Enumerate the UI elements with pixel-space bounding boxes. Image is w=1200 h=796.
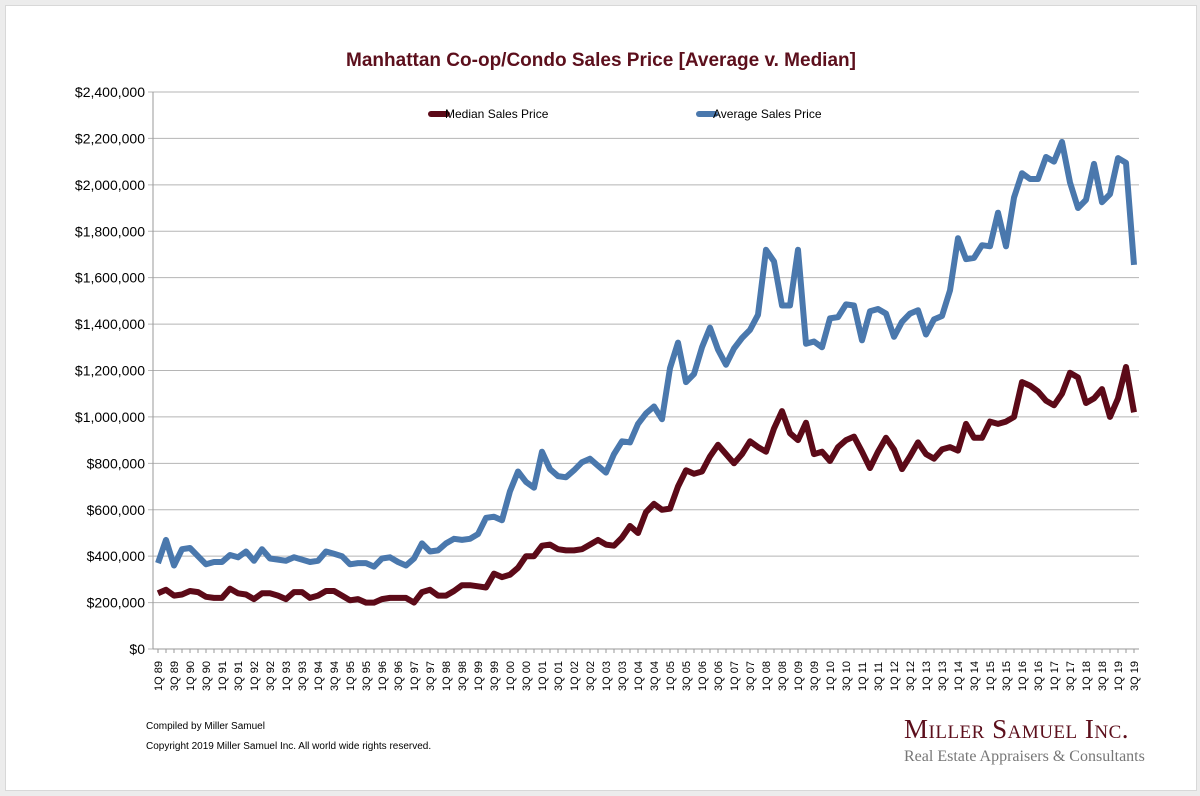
x-tick-label: 3Q 17 [1065, 661, 1077, 691]
x-tick-label: 1Q 09 [793, 661, 805, 691]
x-tick-label: 3Q 10 [841, 661, 853, 691]
x-tick-label: 3Q 09 [809, 661, 821, 691]
company-logo-tagline: Real Estate Appraisers & Consultants [904, 748, 1145, 766]
y-tick-label: $1,000,000 [75, 409, 145, 425]
x-tick-label: 1Q 10 [825, 661, 837, 691]
x-tick-label: 1Q 03 [601, 661, 613, 691]
x-tick-label: 3Q 91 [233, 661, 245, 691]
x-tick-label: 3Q 13 [937, 661, 949, 691]
x-tick-label: 1Q 15 [985, 661, 997, 691]
x-tick-label: 1Q 99 [473, 661, 485, 691]
x-tick-label: 3Q 00 [521, 661, 533, 691]
y-tick-label: $800,000 [87, 455, 146, 471]
x-tick-label: 1Q 90 [185, 661, 197, 691]
line-chart: $0 $200,000 $400,000 $600,000 $800,000 $1,000… [6, 6, 1196, 790]
y-tick-label: $1,400,000 [75, 316, 145, 332]
x-tick-label: 3Q 04 [649, 661, 661, 691]
x-tick-label: 1Q 91 [217, 661, 229, 691]
x-tick-label: 1Q 93 [281, 661, 293, 691]
x-tick-label: 3Q 15 [1001, 661, 1013, 691]
x-tick-label: 1Q 11 [857, 662, 869, 691]
x-tick-label: 3Q 05 [681, 661, 693, 691]
x-tick-label: 1Q 04 [633, 661, 645, 691]
legend-label: Average Sales Price [713, 107, 822, 121]
x-tick-label: 1Q 94 [313, 661, 325, 691]
y-tick-label: $0 [129, 641, 145, 657]
copyright-note: Copyright 2019 Miller Samuel Inc. All wo… [146, 741, 431, 752]
x-tick-label: 3Q 08 [777, 661, 789, 691]
chart-frame: Manhattan Co-op/Condo Sales Price [Avera… [5, 5, 1197, 791]
series-line-average [158, 142, 1134, 567]
x-tick-label: 1Q 19 [1113, 661, 1125, 691]
x-tick-label: 1Q 92 [249, 661, 261, 691]
x-tick-label: 3Q 89 [169, 661, 181, 691]
x-tick-label: 3Q 07 [745, 661, 757, 691]
x-tick-label: 1Q 01 [537, 661, 549, 691]
x-tick-label: 3Q 96 [393, 661, 405, 691]
x-tick-label: 3Q 18 [1097, 661, 1109, 691]
x-tick-label: 1Q 08 [761, 661, 773, 691]
y-tick-label: $600,000 [87, 502, 146, 518]
x-tick-label: 3Q 90 [201, 661, 213, 691]
x-tick-label: 1Q 12 [889, 661, 901, 691]
x-tick-label: 1Q 95 [345, 661, 357, 691]
x-tick-label: 1Q 18 [1081, 661, 1093, 691]
x-tick-label: 1Q 07 [729, 661, 741, 691]
x-tick-label: 1Q 16 [1017, 661, 1029, 691]
y-tick-label: $1,800,000 [75, 223, 145, 239]
y-tick-label: $200,000 [87, 595, 146, 611]
compiled-by-note: Compiled by Miller Samuel [146, 721, 265, 732]
x-tick-label: 3Q 94 [329, 661, 341, 691]
y-tick-label: $2,000,000 [75, 177, 145, 193]
x-tick-label: 3Q 02 [585, 661, 597, 691]
x-tick-label: 1Q 13 [921, 661, 933, 691]
x-tick-label: 3Q 16 [1033, 661, 1045, 691]
x-tick-label: 3Q 01 [553, 661, 565, 691]
x-tick-label: 1Q 96 [377, 661, 389, 691]
legend-label: Median Sales Price [445, 107, 549, 121]
x-tick-label: 3Q 14 [969, 661, 981, 691]
y-tick-label: $2,400,000 [75, 84, 145, 100]
x-tick-label: 3Q 92 [265, 661, 277, 691]
y-tick-label: $1,200,000 [75, 363, 145, 379]
x-tick-label: 3Q 06 [713, 661, 725, 691]
y-tick-label: $1,600,000 [75, 270, 145, 286]
x-tick-label: 1Q 98 [441, 661, 453, 691]
x-tick-label: 1Q 89 [153, 661, 165, 691]
x-tick-label: 3Q 98 [457, 661, 469, 691]
x-tick-label: 3Q 11 [873, 662, 885, 691]
company-logo-name: Miller Samuel Inc. [904, 714, 1129, 745]
x-tick-label: 1Q 06 [697, 661, 709, 691]
x-tick-label: 3Q 12 [905, 661, 917, 691]
x-tick-label: 3Q 97 [425, 661, 437, 691]
x-tick-label: 1Q 14 [953, 661, 965, 691]
x-tick-label: 3Q 19 [1129, 661, 1141, 691]
x-tick-label: 1Q 97 [409, 661, 421, 691]
x-tick-label: 1Q 00 [505, 661, 517, 691]
x-tick-label: 1Q 05 [665, 661, 677, 691]
x-tick-label: 1Q 02 [569, 661, 581, 691]
y-tick-label: $400,000 [87, 548, 146, 564]
x-tick-label: 3Q 95 [361, 661, 373, 691]
x-tick-label: 3Q 03 [617, 661, 629, 691]
y-tick-label: $2,200,000 [75, 130, 145, 146]
series-line-median [158, 367, 1134, 603]
x-tick-label: 3Q 93 [297, 661, 309, 691]
x-tick-label: 3Q 99 [489, 661, 501, 691]
x-tick-label: 1Q 17 [1049, 661, 1061, 691]
